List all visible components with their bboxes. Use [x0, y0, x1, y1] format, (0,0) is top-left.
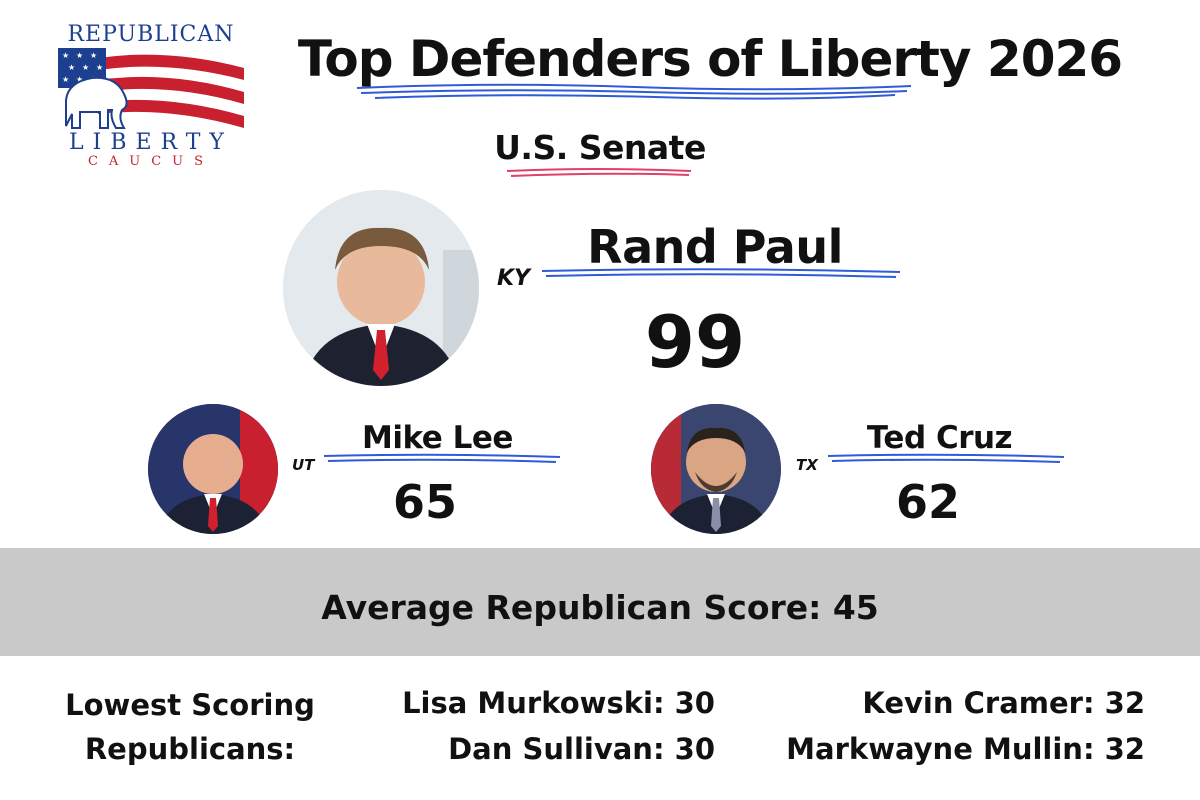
person-portrait-icon — [283, 190, 479, 386]
person-portrait-icon — [651, 404, 781, 534]
runner-up-1-score: 65 — [392, 475, 457, 529]
runner-up-2-name: Ted Cruz — [866, 420, 1013, 456]
logo-text-liberty: LIBERTY — [69, 130, 233, 155]
lowest-scoring-heading: Lowest Scoring Republicans: — [40, 683, 340, 771]
average-score-band — [0, 548, 1200, 656]
lowest-heading-line-1: Lowest Scoring — [65, 688, 315, 722]
svg-text:★: ★ — [76, 51, 83, 60]
average-score-label: Average Republican Score: 45 — [321, 588, 879, 627]
svg-text:★: ★ — [90, 51, 97, 60]
page-title: Top Defenders of Liberty 2026 — [297, 30, 1123, 88]
svg-text:★: ★ — [82, 63, 89, 72]
lowest-heading-line-2: Republicans: — [84, 732, 296, 766]
svg-text:★: ★ — [68, 63, 75, 72]
runner-up-1-state: UT — [292, 456, 315, 474]
runner-up-2-underline — [827, 453, 1065, 463]
logo-text-republican: REPUBLICAN — [67, 22, 235, 47]
chamber-subtitle: U.S. Senate — [494, 128, 706, 167]
person-portrait-icon — [148, 404, 278, 534]
title-underline-scribble — [356, 83, 912, 100]
elephant-flag-icon: ★★★ ★★★ ★★★ — [58, 48, 244, 132]
logo: REPUBLICAN ★★★ ★★★ ★★★ LIBERTY CAUCUS — [58, 22, 244, 169]
logo-text-caucus: CAUCUS — [87, 154, 215, 169]
subtitle-underline-scribble — [506, 168, 692, 177]
svg-text:★: ★ — [96, 63, 103, 72]
svg-text:★: ★ — [62, 51, 69, 60]
featured-name: Rand Paul — [587, 220, 843, 274]
avatar-runner-up-2 — [651, 404, 781, 534]
avatar-featured — [283, 190, 479, 386]
featured-score: 99 — [644, 300, 746, 384]
featured-name-underline — [541, 268, 901, 278]
svg-text:★: ★ — [76, 75, 83, 84]
runner-up-1-name: Mike Lee — [362, 420, 513, 456]
runner-up-2-score: 62 — [895, 475, 960, 529]
avatar-runner-up-1 — [148, 404, 278, 534]
lowest-item: Markwayne Mullin: 32 — [786, 732, 1145, 766]
featured-state: KY — [497, 266, 530, 291]
runner-up-2-state: TX — [796, 456, 818, 474]
runner-up-1-underline — [323, 453, 561, 463]
lowest-item: Kevin Cramer: 32 — [862, 686, 1145, 720]
lowest-item: Lisa Murkowski: 30 — [402, 686, 715, 720]
lowest-item: Dan Sullivan: 30 — [448, 732, 715, 766]
svg-text:★: ★ — [62, 75, 69, 84]
